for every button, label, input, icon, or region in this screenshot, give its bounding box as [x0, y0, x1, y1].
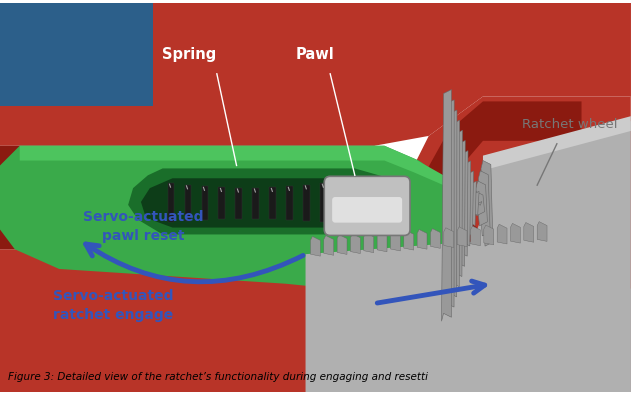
Polygon shape: [511, 224, 520, 243]
Polygon shape: [463, 171, 474, 240]
Polygon shape: [431, 229, 440, 248]
Polygon shape: [473, 191, 484, 216]
Polygon shape: [452, 130, 463, 280]
Polygon shape: [202, 186, 209, 220]
Polygon shape: [269, 188, 276, 219]
Polygon shape: [141, 178, 392, 228]
Polygon shape: [390, 231, 401, 251]
Polygon shape: [417, 229, 427, 249]
Text: Spring: Spring: [162, 47, 216, 62]
Polygon shape: [497, 224, 507, 244]
Polygon shape: [0, 146, 453, 289]
Polygon shape: [364, 233, 374, 253]
FancyBboxPatch shape: [332, 197, 402, 223]
Polygon shape: [20, 146, 444, 185]
Polygon shape: [457, 227, 467, 246]
Polygon shape: [404, 230, 413, 250]
Polygon shape: [484, 225, 493, 245]
Polygon shape: [444, 100, 454, 311]
Polygon shape: [377, 232, 387, 252]
Polygon shape: [0, 3, 631, 146]
Polygon shape: [252, 188, 259, 219]
Polygon shape: [483, 116, 631, 170]
Polygon shape: [0, 146, 409, 249]
Polygon shape: [310, 237, 321, 256]
Polygon shape: [351, 234, 360, 254]
Polygon shape: [236, 188, 243, 219]
Text: Figure 3: Detailed view of the ratchet’s functionality during engaging and reset: Figure 3: Detailed view of the ratchet’s…: [8, 372, 428, 382]
Polygon shape: [458, 150, 468, 260]
Polygon shape: [465, 181, 476, 229]
Text: Servo-actuated
pawl reset: Servo-actuated pawl reset: [83, 210, 203, 243]
Polygon shape: [168, 183, 175, 222]
Polygon shape: [447, 110, 457, 301]
Polygon shape: [404, 3, 631, 392]
Polygon shape: [324, 235, 333, 255]
Polygon shape: [321, 183, 327, 222]
Polygon shape: [442, 90, 451, 321]
Text: Pawl: Pawl: [296, 47, 335, 62]
Polygon shape: [537, 222, 547, 241]
Polygon shape: [460, 161, 471, 250]
Polygon shape: [434, 121, 631, 392]
Polygon shape: [0, 3, 153, 106]
Polygon shape: [0, 229, 444, 392]
Polygon shape: [128, 168, 404, 235]
FancyBboxPatch shape: [324, 176, 410, 235]
Polygon shape: [470, 201, 482, 209]
Polygon shape: [524, 222, 534, 242]
Polygon shape: [454, 141, 465, 270]
Polygon shape: [305, 239, 631, 392]
Text: Ratchet wheel: Ratchet wheel: [522, 118, 618, 131]
Polygon shape: [481, 160, 493, 246]
Text: Servo-actuated
ratchet engage: Servo-actuated ratchet engage: [53, 289, 173, 322]
Polygon shape: [184, 185, 191, 221]
Polygon shape: [424, 102, 582, 269]
Polygon shape: [303, 185, 310, 221]
Polygon shape: [478, 171, 490, 236]
Polygon shape: [335, 239, 502, 313]
Polygon shape: [449, 120, 460, 291]
Polygon shape: [444, 228, 454, 247]
Polygon shape: [468, 191, 479, 219]
Polygon shape: [286, 186, 293, 220]
Polygon shape: [218, 188, 225, 219]
Polygon shape: [337, 235, 347, 254]
Polygon shape: [476, 181, 488, 226]
Polygon shape: [470, 226, 481, 246]
